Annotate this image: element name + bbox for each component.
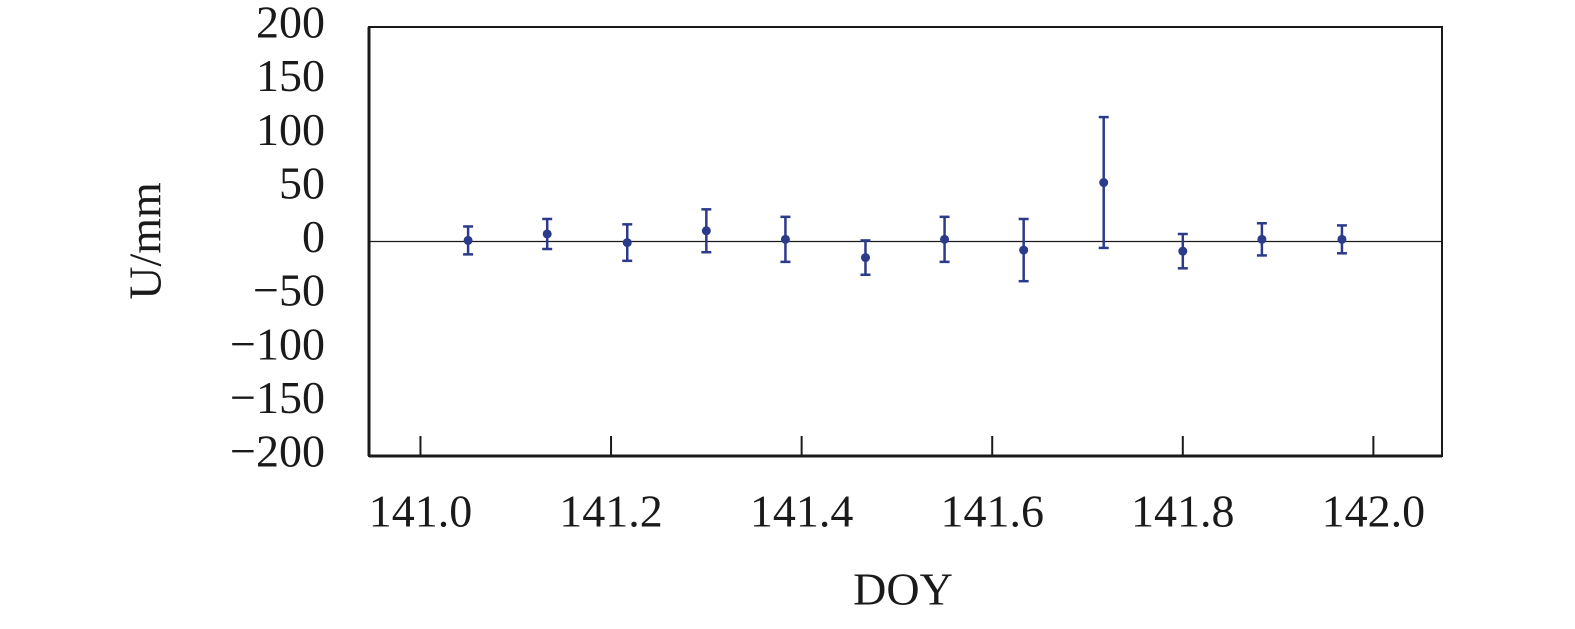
point [1019,245,1029,255]
x-tick-label: 141.8 [1131,486,1235,537]
point [1178,246,1188,256]
y-tick-label: 0 [302,211,325,262]
x-tick-label: 142.0 [1322,486,1426,537]
point [1257,234,1267,244]
y-tick-label: 50 [279,157,325,208]
point [701,226,711,236]
point [1099,178,1109,188]
point [940,234,950,244]
y-tick-label: 100 [256,104,325,155]
point [542,229,552,239]
y-tick-label: −100 [230,318,325,369]
point [622,238,632,248]
point [860,253,870,263]
y-tick-label: −150 [230,372,325,423]
y-tick-label: −200 [230,426,325,477]
point [780,234,790,244]
x-tick-label: 141.2 [559,486,663,537]
x-tick-label: 141.0 [369,486,473,537]
x-tick-label: 141.6 [940,486,1044,537]
x-axis-label: DOY [853,564,953,615]
x-tick-label: 141.4 [750,486,854,537]
point [1337,234,1347,244]
point [463,235,473,245]
y-tick-label: 150 [256,50,325,101]
y-axis-label: U/mm [120,182,171,300]
y-tick-label: −50 [253,265,325,316]
y-tick-label: 200 [256,0,325,48]
